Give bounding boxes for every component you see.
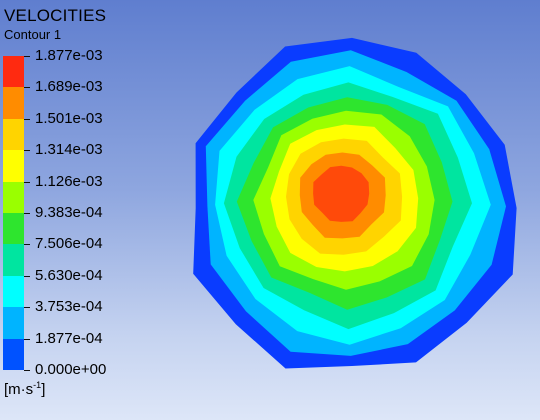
units-exponent: -1: [33, 380, 42, 390]
legend-tick: [24, 181, 30, 183]
units-base: [m·s: [4, 381, 34, 398]
legend-tick: [24, 244, 30, 246]
legend-ticks: [24, 56, 34, 371]
legend-label: 1.126e-03: [35, 172, 103, 190]
legend-swatch: [3, 338, 24, 370]
legend-tick: [24, 56, 30, 57]
legend-tick: [24, 338, 30, 340]
units-close: ]: [41, 381, 46, 398]
legend-label: 1.314e-03: [35, 141, 103, 159]
legend-tick: [24, 87, 30, 89]
legend-label: 3.753e-04: [35, 298, 103, 316]
legend-swatch: [3, 244, 24, 276]
legend-label: 1.689e-03: [35, 78, 103, 96]
legend-tick: [24, 275, 30, 277]
velocity-contour-plot[interactable]: [180, 36, 525, 381]
legend-swatch: [3, 307, 24, 339]
legend-units: [m·s-1]: [4, 378, 45, 397]
legend-tick: [24, 118, 30, 120]
contour-band: [313, 165, 370, 222]
legend-label: 9.383e-04: [35, 204, 103, 221]
legend-label: 5.630e-04: [35, 266, 103, 284]
legend-tick: [24, 213, 30, 214]
legend-swatch: [3, 212, 24, 245]
legend-title: VELOCITIES: [4, 6, 107, 25]
legend-swatch: [3, 118, 24, 151]
legend-subtitle: Contour 1: [4, 27, 62, 42]
legend-label: 1.877e-03: [35, 47, 103, 64]
legend-swatch: [3, 150, 24, 182]
legend-label: 0.000e+00: [35, 361, 107, 378]
legend-tick: [24, 150, 30, 152]
legend-color-bar: [3, 56, 24, 370]
legend-label: 7.506e-04: [35, 235, 103, 253]
legend-swatch: [3, 181, 24, 213]
legend-label: 1.877e-04: [35, 329, 103, 347]
legend-swatch: [3, 56, 24, 88]
legend-label: 1.501e-03: [35, 109, 103, 127]
legend-tick: [24, 370, 30, 371]
legend-swatch: [3, 275, 24, 308]
legend-tick: [24, 307, 30, 309]
legend-swatch: [3, 87, 24, 119]
